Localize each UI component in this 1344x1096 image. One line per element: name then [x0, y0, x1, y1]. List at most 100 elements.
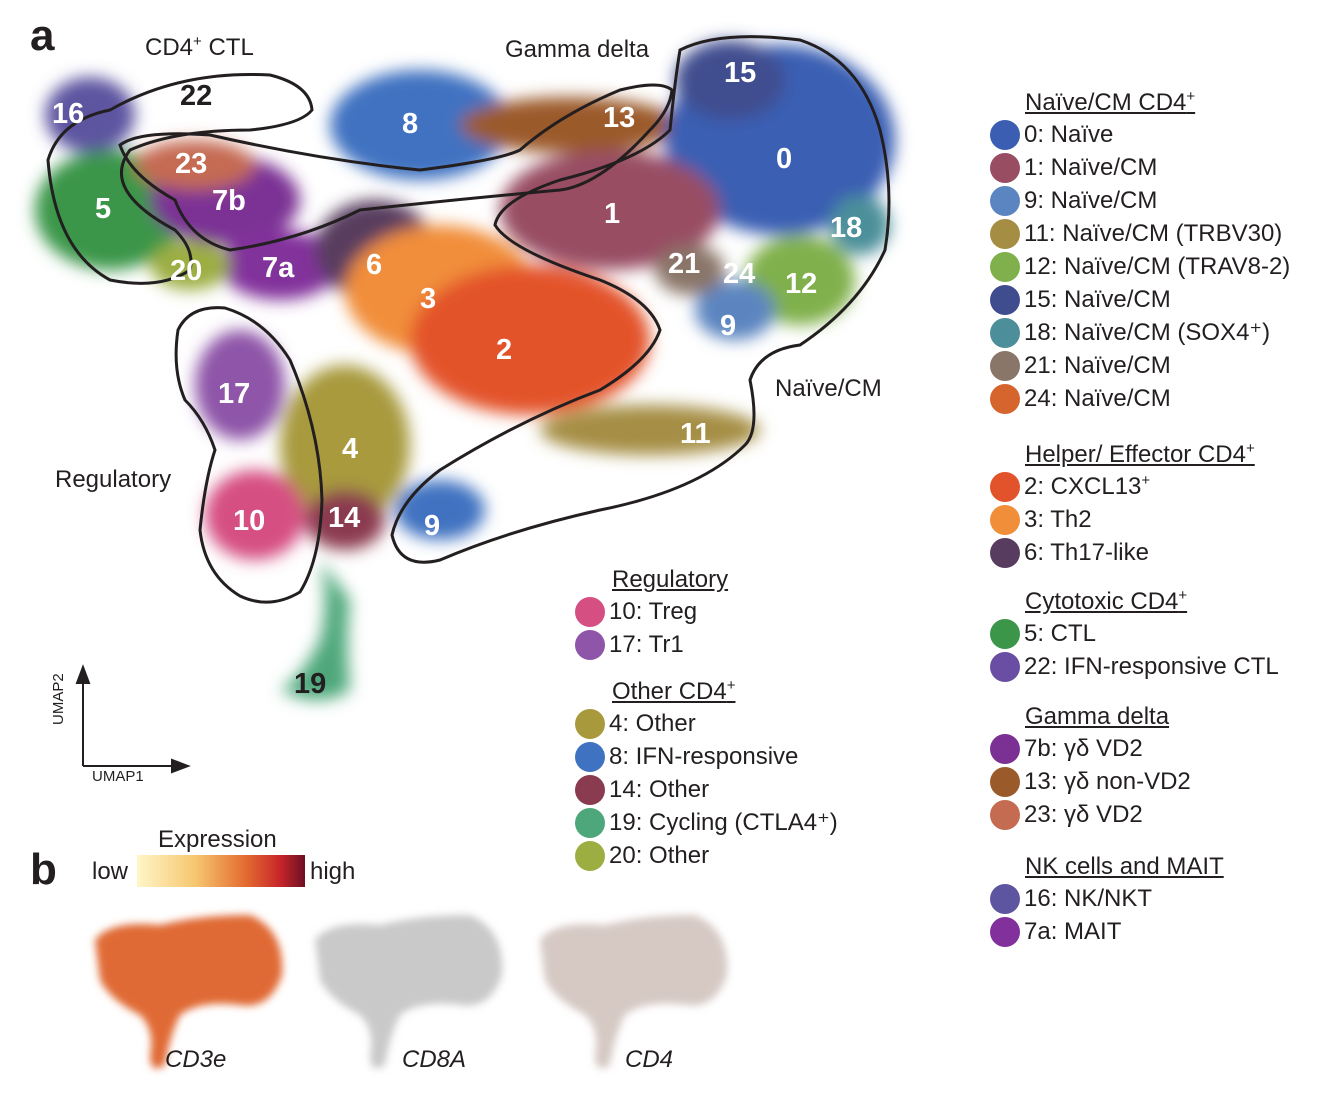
- feature-plot-cd4: [540, 915, 728, 1069]
- legend-item: 17: Tr1: [575, 628, 728, 661]
- cluster-label: 0: [776, 143, 793, 175]
- legend-swatch: [990, 883, 1020, 914]
- legend-label: 18: Naïve/CM (SOX4⁺): [1024, 319, 1271, 346]
- cluster-label: 21: [668, 248, 701, 280]
- legend-label: 13: γδ non-VD2: [1024, 767, 1191, 795]
- panel-b-letter: b: [30, 845, 57, 894]
- cluster-18-blob: [830, 195, 890, 255]
- legend-swatch: [990, 504, 1020, 535]
- legend-item: 7a: MAIT: [990, 915, 1224, 948]
- legend-title: Helper/ Effector CD4+: [1025, 440, 1255, 468]
- legend-swatch: [575, 708, 605, 739]
- cluster-9b-blob: [395, 480, 485, 540]
- feature-label-cd4: CD4: [625, 1046, 674, 1073]
- cluster-label: 24: [723, 258, 756, 290]
- expression-title: Expression: [158, 826, 277, 853]
- cluster-label: 3: [420, 283, 437, 315]
- cluster-8-blob: [330, 70, 510, 180]
- legend-label: 21: Naïve/CM: [1024, 351, 1171, 379]
- feature-label-cd8a: CD8A: [402, 1046, 467, 1073]
- expression-high-label: high: [310, 858, 356, 885]
- legend-item: 3: Th2: [990, 503, 1255, 536]
- cluster-label: 8: [402, 108, 419, 140]
- legend-label: 0: Naïve: [1024, 120, 1114, 148]
- legend-swatch: [990, 284, 1020, 315]
- cluster-label: 16: [52, 98, 85, 130]
- legend-label: 23: γδ VD2: [1024, 800, 1143, 828]
- legend-label: 3: Th2: [1024, 505, 1092, 533]
- legend-title: Naïve/CM CD4+: [1025, 88, 1196, 116]
- legend-swatch: [990, 251, 1020, 282]
- cluster-19-blob: [280, 560, 350, 700]
- legend-label: 5: CTL: [1024, 619, 1097, 647]
- region-label-cd4-ctl: CD4+ CTL: [145, 33, 254, 61]
- cluster-label: 17: [218, 378, 251, 410]
- legend-item: 13: γδ non-VD2: [990, 765, 1191, 798]
- cluster-label: 6: [366, 249, 383, 281]
- cluster-blobs: [35, 40, 895, 700]
- panel-a-letter: a: [30, 11, 55, 60]
- legend-item: 9: Naïve/CM: [990, 184, 1290, 217]
- legend-swatch: [990, 350, 1020, 381]
- cluster-11-blob: [540, 405, 760, 455]
- legend-regulatory: Regulatory 10: Treg 17: Tr1: [575, 565, 728, 661]
- legend-swatch: [990, 152, 1020, 183]
- feature-plot-cd3e: [95, 915, 283, 1069]
- cluster-17-blob: [195, 330, 285, 440]
- cluster-2-blob: [410, 265, 650, 415]
- regulatory-outline: [174, 306, 324, 604]
- region-outlines: [46, 35, 891, 604]
- legend-item: 12: Naïve/CM (TRAV8-2): [990, 250, 1290, 283]
- legend-swatch: [990, 119, 1020, 150]
- expression-low-label: low: [92, 858, 129, 885]
- cluster-23-blob: [135, 140, 255, 190]
- legend-item: 14: Other: [575, 773, 838, 806]
- legend-item: 23: γδ VD2: [990, 798, 1191, 831]
- cluster-label: 14: [328, 502, 361, 534]
- legend-item: 19: Cycling (CTLA4⁺): [575, 806, 838, 839]
- cluster-13-blob: [460, 97, 680, 153]
- cluster-label: 19: [294, 668, 327, 700]
- legend-swatch: [990, 766, 1020, 797]
- cluster-label: 7b: [212, 185, 246, 217]
- legend-helper-effector: Helper/ Effector CD4+ 2: CXCL13+ 3: Th2 6: …: [990, 440, 1255, 569]
- cluster-21-blob: [655, 245, 725, 295]
- legend-swatch: [575, 774, 605, 805]
- legend-swatch: [990, 537, 1020, 568]
- region-label-gamma-delta: Gamma delta: [505, 36, 650, 63]
- legend-label: 16: NK/NKT: [1024, 884, 1153, 912]
- legend-label: 24: Naïve/CM: [1024, 384, 1171, 412]
- feature-plot-cd8a: [315, 915, 503, 1069]
- legend-swatch: [575, 840, 605, 871]
- legend-label: 9: Naïve/CM: [1024, 186, 1158, 214]
- legend-item: 1: Naïve/CM: [990, 151, 1290, 184]
- legend-swatch: [575, 741, 605, 772]
- legend-label: 4: Other: [609, 709, 696, 737]
- legend-swatch: [990, 618, 1020, 649]
- region-label-regulatory: Regulatory: [55, 466, 172, 493]
- legend-item: 10: Treg: [575, 595, 728, 628]
- cluster-label: 1: [604, 198, 621, 230]
- legend-swatch: [990, 218, 1020, 249]
- legend-item: 11: Naïve/CM (TRBV30): [990, 217, 1290, 250]
- cluster-label: 20: [170, 255, 203, 287]
- cluster-label: 5: [95, 193, 112, 225]
- legend-swatch: [990, 651, 1020, 682]
- legend-label: 6: Th17-like: [1024, 538, 1149, 566]
- legend-item: 5: CTL: [990, 617, 1279, 650]
- legend-label: 19: Cycling (CTLA4⁺): [609, 809, 838, 836]
- legend-label: 11: Naïve/CM (TRBV30): [1024, 219, 1283, 247]
- naive-cm-outline: [390, 35, 891, 564]
- cluster-label: 9: [424, 510, 441, 542]
- umap2-label: UMAP2: [50, 673, 67, 725]
- legend-label: 14: Other: [609, 775, 710, 803]
- legend-swatch: [575, 596, 605, 627]
- legend-naive-cm: Naïve/CM CD4+ 0: Naïve 1: Naïve/CM 9: Naïve…: [990, 88, 1290, 415]
- legend-label: 15: Naïve/CM: [1024, 285, 1171, 313]
- legend-label: 1: Naïve/CM: [1024, 153, 1158, 181]
- cluster-4-blob: [280, 365, 410, 525]
- legend-swatch: [575, 807, 605, 838]
- legend-item: 2: CXCL13+: [990, 470, 1255, 503]
- legend-gamma-delta: Gamma delta 7b: γδ VD2 13: γδ non-VD2 23: γ…: [990, 702, 1191, 831]
